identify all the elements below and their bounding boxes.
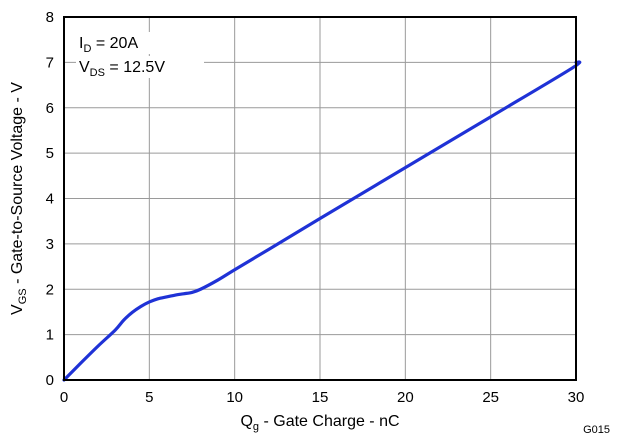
annotation-rest: = 12.5V <box>105 59 165 76</box>
vgs-qg-curve <box>62 60 582 382</box>
annotation-text: VDS = 12.5V <box>79 59 165 79</box>
y-tick-label: 5 <box>46 145 54 162</box>
x-tick-label: 5 <box>145 389 153 406</box>
x-tick-labels: 0 5 10 15 20 25 30 <box>60 389 585 406</box>
annotation-text: ID = 20A <box>79 35 138 55</box>
series-layer <box>62 60 582 382</box>
x-tick-label: 25 <box>482 389 499 406</box>
plot-frame <box>63 16 577 381</box>
annotation-sub: DS <box>90 67 105 79</box>
y-tick-label: 6 <box>46 100 54 117</box>
y-axis-title: VGS - Gate-to-Source Voltage - V <box>9 82 29 315</box>
y-tick-label: 3 <box>46 236 54 253</box>
annotation-sub: D <box>83 43 91 55</box>
y-tick-label: 7 <box>46 54 54 71</box>
y-tick-label: 0 <box>46 372 54 389</box>
y-tick-label: 2 <box>46 281 54 298</box>
y-axis-title-rest: - Gate-to-Source Voltage - V <box>9 82 26 289</box>
x-axis-title-sub: g <box>253 421 259 433</box>
y-tick-label: 1 <box>46 327 54 344</box>
y-tick-label: 4 <box>46 191 54 208</box>
x-tick-label: 20 <box>397 389 414 406</box>
x-tick-label: 0 <box>60 389 68 406</box>
x-tick-label: 10 <box>226 389 243 406</box>
y-axis-title-sub: GS <box>17 288 29 304</box>
annotation-background <box>76 56 204 78</box>
annotation-background <box>76 32 158 54</box>
x-axis-title-main: Q <box>240 413 252 430</box>
x-tick-label: 30 <box>568 389 585 406</box>
x-axis-title-rest: - Gate Charge - nC <box>259 413 400 430</box>
y-axis-title-main: V <box>9 304 26 315</box>
annotation-main: I <box>79 35 83 52</box>
annotation-main: V <box>79 59 90 76</box>
figure-code: G015 <box>583 424 610 436</box>
y-tick-label: 8 <box>46 9 54 26</box>
annotation-rest: = 20A <box>91 35 138 52</box>
x-axis-title: Qg - Gate Charge - nC <box>240 413 399 433</box>
y-tick-labels: 0 1 2 3 4 5 6 7 8 <box>46 9 54 389</box>
x-tick-label: 15 <box>312 389 329 406</box>
